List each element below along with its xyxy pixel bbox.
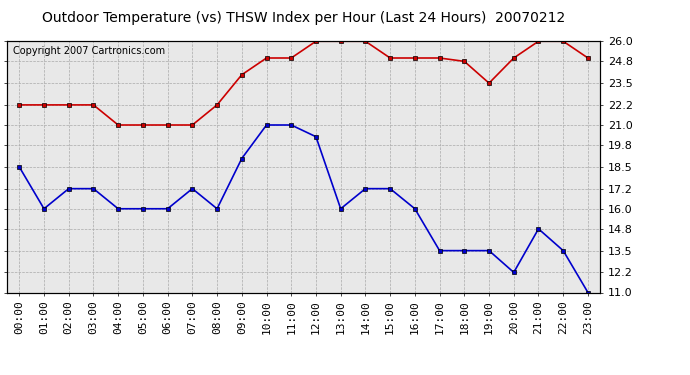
Text: Copyright 2007 Cartronics.com: Copyright 2007 Cartronics.com [13,46,165,56]
Text: Outdoor Temperature (vs) THSW Index per Hour (Last 24 Hours)  20070212: Outdoor Temperature (vs) THSW Index per … [42,11,565,25]
